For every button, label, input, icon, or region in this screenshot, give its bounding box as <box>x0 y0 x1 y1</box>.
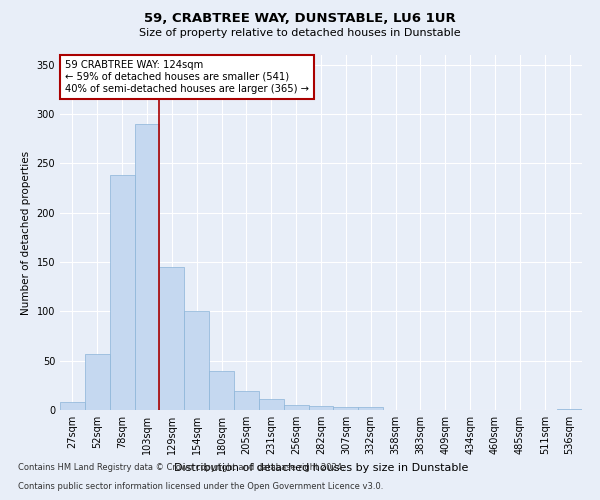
Bar <box>60 402 85 410</box>
Text: Contains public sector information licensed under the Open Government Licence v3: Contains public sector information licen… <box>18 482 383 491</box>
Text: 59, CRABTREE WAY, DUNSTABLE, LU6 1UR: 59, CRABTREE WAY, DUNSTABLE, LU6 1UR <box>144 12 456 26</box>
Text: Size of property relative to detached houses in Dunstable: Size of property relative to detached ho… <box>139 28 461 38</box>
Text: 59 CRABTREE WAY: 124sqm
← 59% of detached houses are smaller (541)
40% of semi-d: 59 CRABTREE WAY: 124sqm ← 59% of detache… <box>65 60 309 94</box>
Bar <box>160 267 184 410</box>
Bar <box>110 176 134 410</box>
Bar <box>358 407 383 410</box>
Bar <box>134 124 160 410</box>
Text: Contains HM Land Registry data © Crown copyright and database right 2024.: Contains HM Land Registry data © Crown c… <box>18 464 344 472</box>
Bar <box>259 399 284 410</box>
X-axis label: Distribution of detached houses by size in Dunstable: Distribution of detached houses by size … <box>174 462 468 472</box>
Bar <box>184 312 209 410</box>
Bar <box>334 407 358 410</box>
Bar <box>308 406 334 410</box>
Bar <box>209 370 234 410</box>
Y-axis label: Number of detached properties: Number of detached properties <box>21 150 31 314</box>
Bar <box>284 405 308 410</box>
Bar <box>557 409 582 410</box>
Bar <box>85 354 110 410</box>
Bar <box>234 392 259 410</box>
